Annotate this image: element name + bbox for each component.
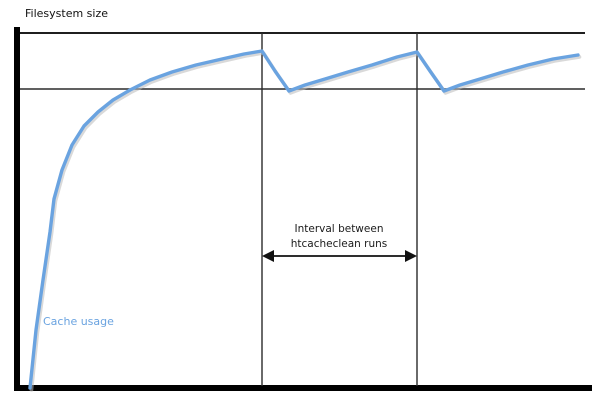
cache-usage-curve [28,49,580,390]
htcacheclean-interval-arrow [262,250,417,262]
interval-annotation-line-2: htcacheclean runs [291,238,388,250]
cache-usage-label: Cache usage [43,315,114,328]
filesystem-size-label: Filesystem size [25,7,108,20]
arrow-head-right-icon [405,250,417,262]
cache-usage-curve-shadow [29,51,582,392]
interval-annotation-line-1: Interval between [295,223,384,235]
x-axis [14,385,592,391]
arrow-head-left-icon [262,250,274,262]
y-axis [14,27,20,388]
